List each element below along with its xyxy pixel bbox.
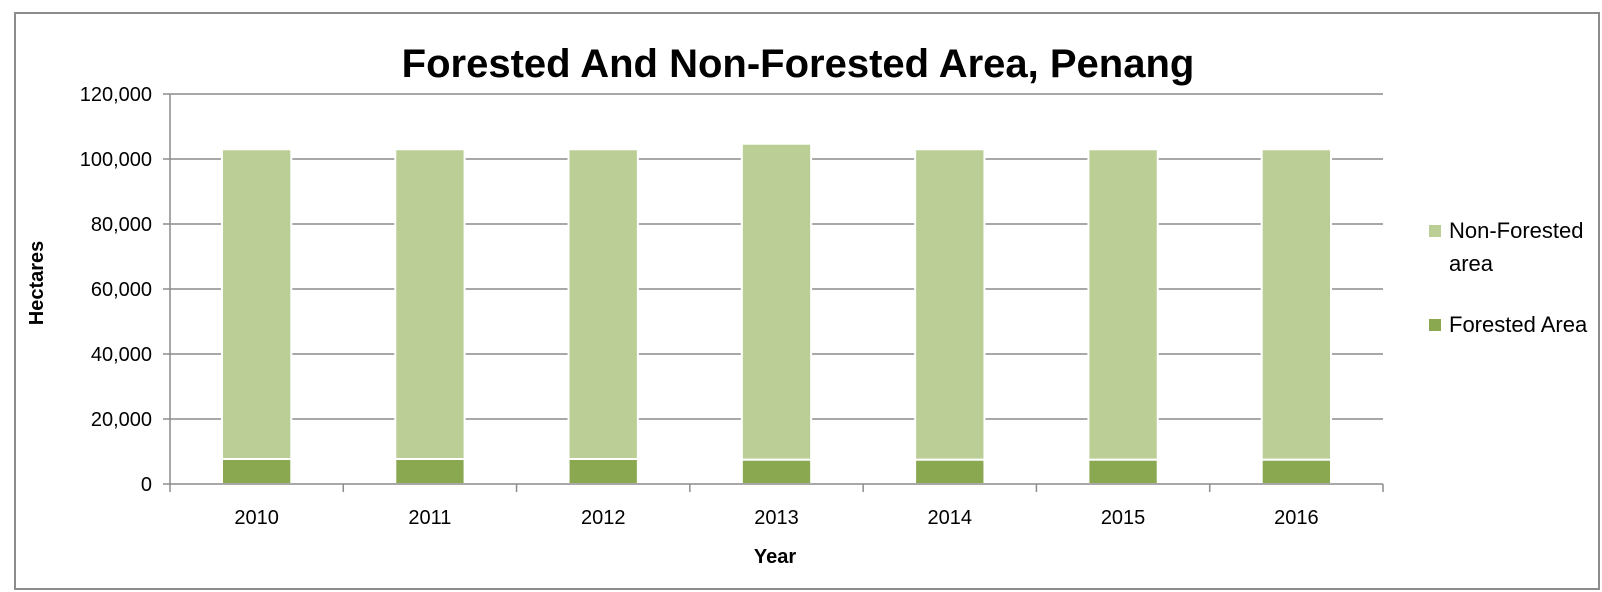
bar-non-forested-area: [1260, 148, 1333, 461]
bar-non-forested-area: [220, 148, 293, 460]
legend-swatch: [1429, 225, 1441, 237]
legend-label-line2: area: [1449, 251, 1494, 276]
x-tick-label: 2012: [581, 507, 626, 529]
y-tick-label: 20,000: [91, 409, 152, 431]
x-tick-label: 2014: [928, 507, 973, 529]
y-tick-label: 60,000: [91, 279, 152, 301]
axes: [169, 94, 1384, 492]
bar-non-forested-area: [740, 142, 813, 461]
bar-non-forested-area: [914, 148, 986, 461]
bar-forested-area: [394, 457, 466, 486]
bar-forested-area: [1260, 458, 1333, 485]
x-tick-label: 2011: [408, 507, 451, 529]
bar-forested-area: [740, 458, 813, 485]
bar-forested-area: [567, 457, 639, 486]
x-tick-label: 2015: [1101, 507, 1146, 529]
x-tick-label: 2010: [234, 507, 279, 529]
bar-non-forested-area: [394, 148, 466, 460]
bars: [220, 142, 1333, 486]
x-tick-label: 2013: [754, 507, 799, 529]
y-tick-label: 120,000: [80, 84, 152, 106]
y-tick-label: 80,000: [91, 214, 152, 236]
bar-forested-area: [220, 457, 293, 486]
y-axis-label: Hectares: [26, 241, 48, 326]
chart-title: Forested And Non-Forested Area, Penang: [402, 42, 1195, 86]
legend-label: Forested Area: [1449, 312, 1588, 337]
x-tick-labels: 2010 2011 2012 2013 2014 2015 2016: [234, 507, 1318, 529]
y-tick-label: 100,000: [80, 149, 152, 171]
bar-forested-area: [914, 458, 986, 485]
x-axis-label: Year: [754, 546, 796, 568]
y-tick-labels: 0 20,000 40,000 60,000 80,000 100,000 120,000: [80, 84, 152, 496]
legend-label: Non-Forested: [1449, 218, 1584, 243]
legend: Non-Forested area Forested Area: [1429, 218, 1588, 337]
bar-non-forested-area: [1087, 148, 1159, 461]
y-tick-label: 0: [141, 474, 152, 496]
legend-swatch: [1429, 319, 1441, 331]
x-tick-label: 2016: [1274, 507, 1319, 529]
bar-non-forested-area: [567, 148, 639, 460]
y-tick-label: 40,000: [91, 344, 152, 366]
bar-forested-area: [1087, 458, 1159, 485]
